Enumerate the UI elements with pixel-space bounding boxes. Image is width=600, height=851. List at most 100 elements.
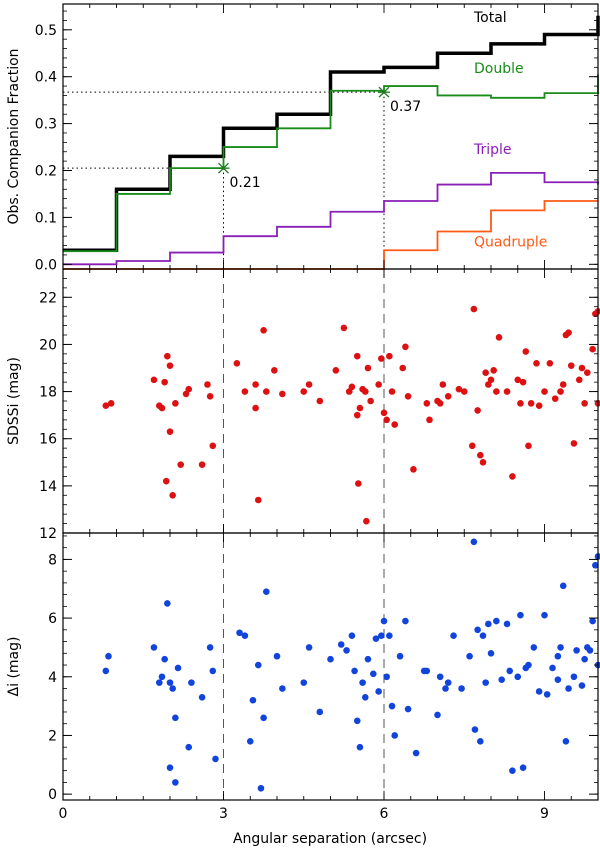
series-line-double: [63, 74, 599, 253]
y-tick-label: 18: [39, 385, 57, 401]
sdssi-point: [361, 388, 369, 395]
sdssi-point: [107, 400, 115, 407]
sdssi-point: [557, 388, 564, 395]
sdssi-point: [559, 381, 567, 388]
delta-i-point: [260, 714, 267, 722]
delta-i-point: [586, 647, 594, 654]
x-tick-label: 6: [380, 806, 389, 822]
sdssi-point: [541, 388, 548, 395]
sdssi-point: [402, 343, 409, 351]
sdssi-point: [375, 381, 382, 388]
delta-i-point: [519, 764, 527, 772]
delta-i-point: [348, 632, 356, 639]
delta-i-point: [594, 553, 600, 560]
sdssi-point: [340, 324, 348, 332]
delta-i-point: [356, 743, 364, 751]
annotation-label: 0.21: [230, 175, 261, 191]
delta-i-point: [388, 702, 396, 710]
y-tick-label: 6: [48, 611, 57, 627]
delta-i-point: [565, 685, 572, 692]
sdssi-point: [399, 364, 407, 372]
delta-i-point: [378, 632, 385, 639]
delta-i-point: [209, 667, 217, 675]
sdssi-point: [348, 383, 356, 391]
sdssi-point: [482, 369, 489, 377]
delta-i-point: [592, 561, 599, 569]
delta-i-point: [436, 673, 444, 681]
delta-i-point: [391, 732, 399, 739]
sdssi-point: [355, 480, 362, 487]
delta-i-point: [364, 655, 372, 663]
y-tick-label: 12: [39, 526, 57, 542]
sdssi-point: [252, 381, 259, 388]
sdssi-point: [305, 381, 313, 388]
y-tick-label: 0.0: [35, 257, 57, 273]
sdssi-point: [279, 390, 286, 398]
sdssi-point: [470, 305, 478, 313]
sdssi-point: [410, 466, 417, 473]
sdssi-point: [383, 416, 390, 424]
delta-i-point: [423, 667, 431, 675]
sdssi-point: [460, 388, 468, 395]
sdssi-point: [517, 400, 524, 407]
sdssi-point: [166, 362, 174, 369]
sdssi-point: [198, 461, 206, 468]
delta-i-point: [479, 632, 487, 639]
delta-i-point: [530, 644, 538, 651]
sdssi-point: [527, 400, 535, 407]
delta-i-point: [404, 705, 412, 713]
series-label-total: Total: [473, 10, 507, 26]
delta-i-point: [164, 600, 171, 607]
sdssi-point: [565, 329, 572, 336]
delta-i-point: [316, 708, 324, 716]
axes-layer: 0.0 0.1 0.2 0.3 0.4 0.5 Obs. Companion Fractio…: [6, 3, 599, 822]
sdssi-point: [584, 369, 591, 377]
sdssi-point: [581, 400, 588, 407]
delta-i-point: [442, 685, 449, 692]
sdssi-point: [490, 367, 497, 374]
delta-i-point: [279, 685, 286, 692]
x-tick-label: 9: [540, 806, 549, 822]
delta-i-point: [343, 647, 350, 654]
sdssi-point: [364, 364, 372, 372]
sdssi-point: [594, 400, 600, 407]
sdssi-point: [589, 345, 596, 353]
sdssi-point: [423, 400, 431, 407]
delta-i-point: [514, 673, 522, 681]
y-tick-label: 8: [48, 552, 57, 568]
sdssi-point: [514, 376, 522, 384]
sdssi-point: [316, 397, 324, 405]
delta-i-point: [185, 743, 193, 751]
sdssi-point: [209, 442, 217, 450]
series-label-double: Double: [474, 61, 524, 77]
sdssi-point: [487, 376, 495, 384]
sdssi-point: [391, 421, 399, 428]
sdssi-point: [551, 395, 559, 402]
delta-i-point: [169, 685, 176, 692]
y-tick-label: 4: [48, 670, 57, 686]
sdssi-point: [161, 378, 168, 386]
delta-i-point: [557, 644, 564, 651]
sdssi-point: [570, 440, 578, 447]
sdssi-point: [254, 496, 262, 504]
sdssi-point: [353, 352, 361, 360]
y-axis-title: Obs. Companion Fraction: [6, 48, 22, 224]
delta-i-point: [353, 717, 361, 725]
delta-i-point: [246, 738, 254, 745]
sdssi-point: [363, 517, 370, 525]
series-line-triple: [63, 171, 599, 266]
y-tick-label: 16: [39, 432, 57, 448]
sdssi-point: [533, 359, 540, 367]
sdssi-point: [495, 334, 503, 341]
sdssi-point: [252, 404, 259, 412]
delta-i-point: [450, 632, 457, 639]
y-tick-label: 2: [48, 728, 57, 744]
delta-i-point: [359, 679, 366, 686]
delta-i-point: [372, 635, 380, 642]
delta-i-point: [263, 588, 270, 595]
sdssi-point: [567, 362, 575, 369]
guide-lines: [63, 91, 385, 800]
sdssi-point: [353, 411, 361, 419]
delta-i-point: [458, 685, 465, 692]
y-axis-title: Δi (mag): [6, 637, 22, 697]
